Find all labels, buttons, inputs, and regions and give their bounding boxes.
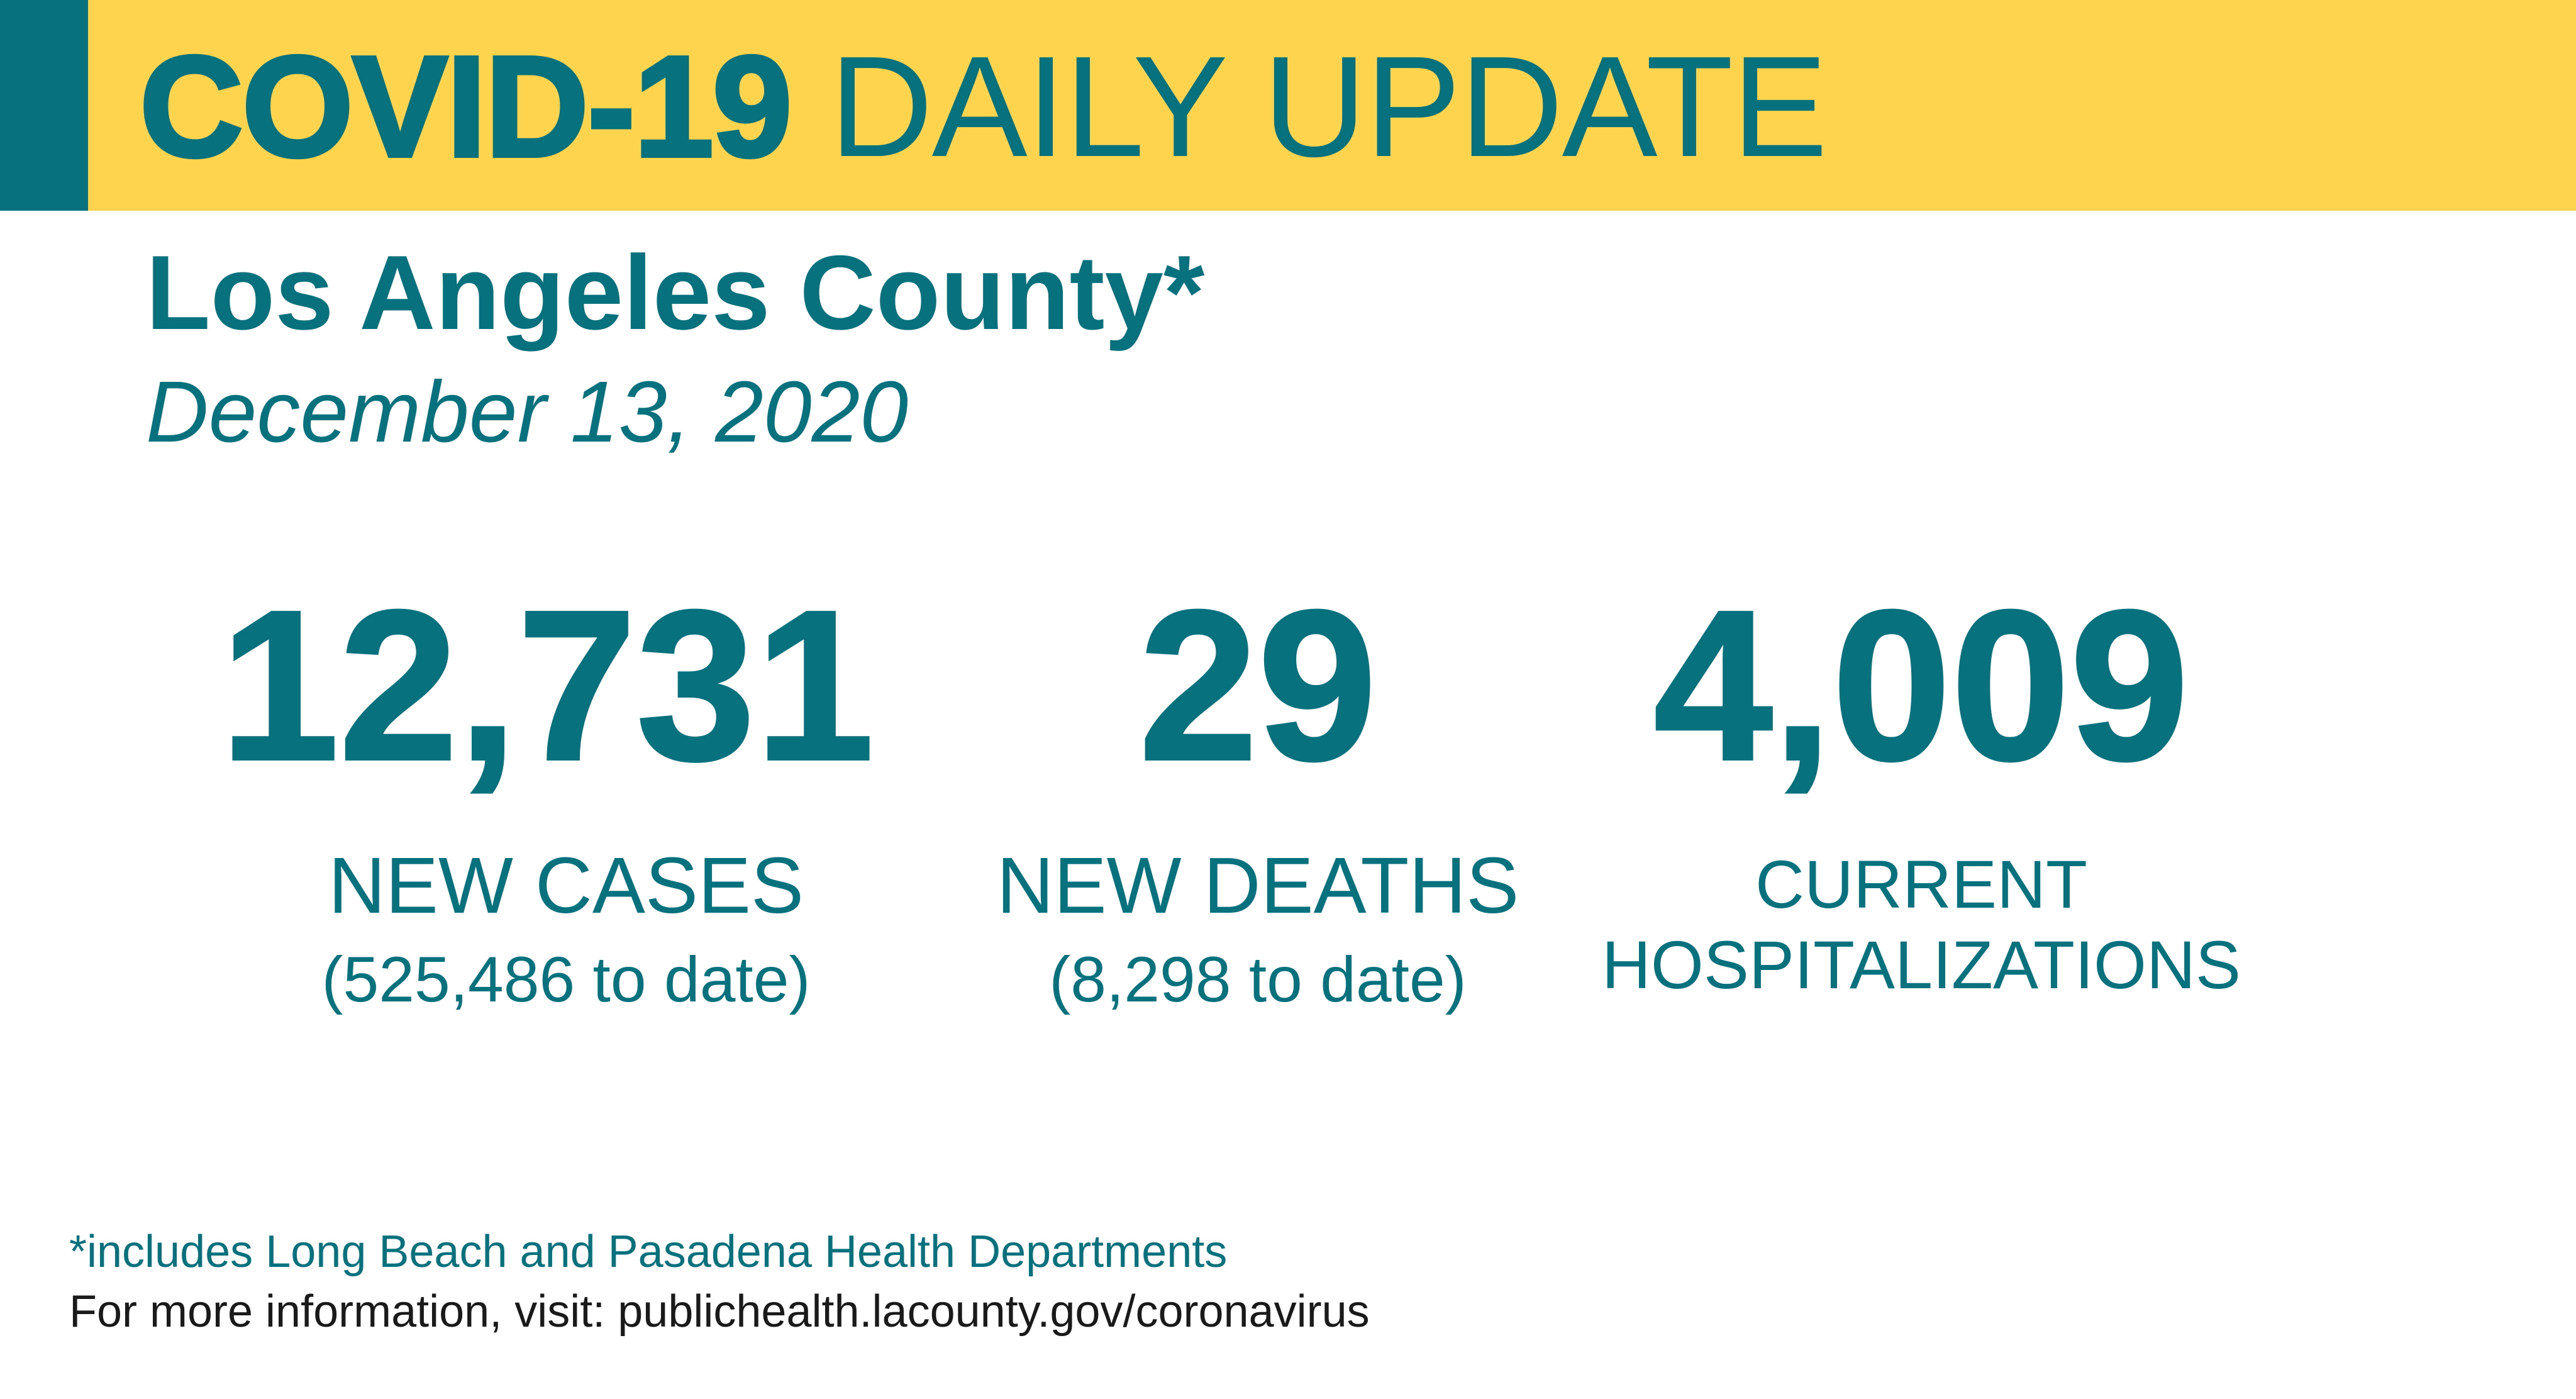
- cases-to-date: (525,486 to date): [321, 944, 811, 1015]
- new-cases-value: 12,731: [219, 565, 875, 806]
- more-info-text: For more information, visit: publichealt…: [69, 1286, 1370, 1337]
- new-cases-stat: 12,731 NEW CASES (525,486 to date): [214, 565, 918, 1020]
- banner-title: COVID-19 DAILY UPDATE: [138, 25, 1828, 189]
- new-cases-label: NEW CASES: [328, 841, 804, 930]
- report-date: December 13, 2020: [146, 364, 909, 460]
- banner-accent-bar: [0, 0, 88, 211]
- county-heading: Los Angeles County*: [146, 233, 1205, 352]
- hospitalizations-label-line1: CURRENT: [1755, 846, 2087, 922]
- banner-title-bold: COVID-19: [138, 25, 794, 189]
- new-deaths-value: 29: [1138, 565, 1378, 806]
- banner-title-light: DAILY UPDATE: [829, 27, 1828, 187]
- footnote: *includes Long Beach and Pasadena Health…: [69, 1227, 1228, 1277]
- hospitalizations-stat: 4,009 CURRENT HOSPITALIZATIONS: [1579, 565, 2264, 1005]
- deaths-to-date: (8,298 to date): [1049, 944, 1467, 1015]
- hospitalizations-value: 4,009: [1653, 565, 2190, 806]
- new-deaths-stat: 29 NEW DEATHS (8,298 to date): [931, 565, 1585, 1020]
- title-banner: [0, 0, 2576, 211]
- hospitalizations-label-line2: HOSPITALIZATIONS: [1601, 927, 2241, 1003]
- new-deaths-label: NEW DEATHS: [996, 841, 1519, 930]
